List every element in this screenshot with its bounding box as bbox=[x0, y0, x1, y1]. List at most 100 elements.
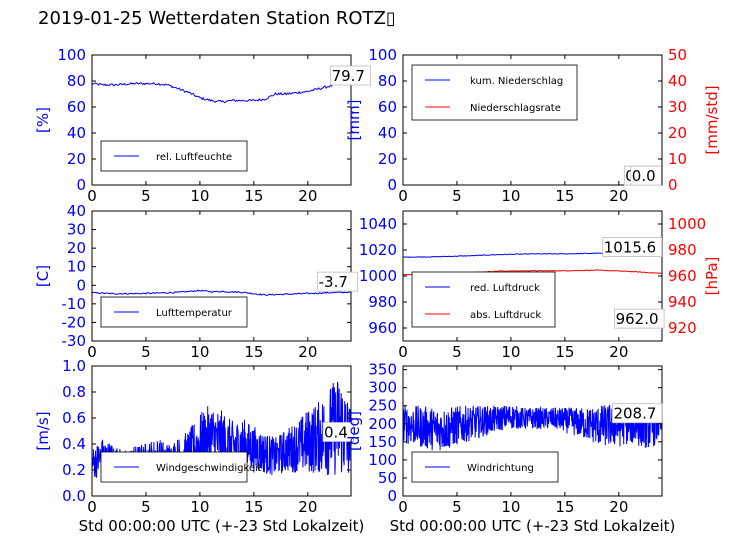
x-tick-label: 10 bbox=[190, 187, 209, 205]
axes-frame bbox=[91, 54, 352, 186]
legend: Lufttemperatur bbox=[100, 296, 248, 328]
y-tick-label: 10 bbox=[67, 258, 86, 276]
series-line-humidity-0 bbox=[92, 80, 351, 104]
y-tick-label: 0 bbox=[387, 487, 397, 505]
legend-label: rel. Luftfeuchte bbox=[156, 152, 232, 163]
y2-tick-label: 960 bbox=[668, 267, 697, 285]
x-tick-label: 0 bbox=[87, 343, 97, 361]
value-label: -3.7 bbox=[319, 273, 348, 291]
x-tick-label: 15 bbox=[244, 498, 263, 516]
x-tick-label: 10 bbox=[190, 343, 209, 361]
x-tick-label: 10 bbox=[501, 343, 520, 361]
y-tick-label: 200 bbox=[368, 415, 397, 433]
legend-label: kum. Niederschlag bbox=[470, 76, 563, 87]
y2-tick-label: 920 bbox=[668, 319, 697, 337]
y-tick-label: 80 bbox=[378, 72, 397, 90]
y-axis-label: [m/s] bbox=[34, 411, 52, 450]
y-tick-label: 960 bbox=[368, 319, 397, 337]
y-axis-label: [%] bbox=[34, 107, 52, 133]
x-tick-label: 0 bbox=[87, 498, 97, 516]
y-tick-label: 0.8 bbox=[62, 383, 86, 401]
x-tick-label: 10 bbox=[501, 498, 520, 516]
x-tick-label: 20 bbox=[609, 343, 628, 361]
y-tick-label: 300 bbox=[368, 379, 397, 397]
legend: Windgeschwindigkeit bbox=[100, 451, 262, 483]
legend: kum. Niederschlag Niederschlagsrate bbox=[411, 64, 578, 121]
axes-frame bbox=[402, 365, 663, 497]
y-tick-label: 40 bbox=[378, 124, 397, 142]
y-tick-label: 60 bbox=[67, 98, 86, 116]
x-tick-label: 0 bbox=[398, 498, 408, 516]
legend-box bbox=[411, 64, 578, 121]
value-label-box bbox=[630, 165, 662, 186]
y-tick-label: 20 bbox=[67, 150, 86, 168]
value-label-box bbox=[330, 65, 371, 86]
y-tick-label: -30 bbox=[62, 332, 87, 350]
value-label: 1015.6 bbox=[604, 239, 657, 257]
x-tick-label: 5 bbox=[141, 343, 151, 361]
y2-tick-label: 940 bbox=[668, 293, 697, 311]
x-tick-label: 20 bbox=[298, 343, 317, 361]
legend-box bbox=[411, 271, 556, 328]
y-tick-label: 0 bbox=[76, 176, 86, 194]
y2-axis-label: [hPa] bbox=[703, 257, 721, 296]
y-tick-label: 1020 bbox=[359, 241, 397, 259]
y-tick-label: 20 bbox=[378, 150, 397, 168]
y-tick-label: 980 bbox=[368, 293, 397, 311]
page-title: 2019-01-25 Wetterdaten Station ROTZ▯ bbox=[38, 8, 396, 29]
y-tick-label: 40 bbox=[67, 124, 86, 142]
y-tick-label: 60 bbox=[378, 98, 397, 116]
x-tick-label: 20 bbox=[609, 187, 628, 205]
legend-label: abs. Luftdruck bbox=[470, 310, 541, 321]
legend-label: Windrichtung bbox=[467, 463, 534, 474]
y-tick-label: 0.0 bbox=[62, 487, 86, 505]
x-tick-label: 15 bbox=[555, 343, 574, 361]
y2-tick-label: 980 bbox=[668, 241, 697, 259]
legend: rel. Luftfeuchte bbox=[100, 140, 248, 172]
x-tick-label: 20 bbox=[609, 498, 628, 516]
panel-pressure: 0 5 10 15 20 960 980 1000 1020 1040 920 940 960 980 10… bbox=[359, 210, 721, 361]
x-tick-label: 15 bbox=[555, 498, 574, 516]
axes-frame bbox=[402, 54, 663, 186]
y-axis-label: [deg] bbox=[345, 411, 363, 451]
legend-label: red. Luftdruck bbox=[470, 283, 540, 294]
legend-label: Niederschlagsrate bbox=[470, 103, 561, 114]
legend: red. Luftdruck abs. Luftdruck bbox=[411, 271, 556, 328]
x-tick-label: 20 bbox=[298, 187, 317, 205]
y2-tick-label: 50 bbox=[668, 46, 687, 64]
y-tick-label: 1.0 bbox=[62, 357, 86, 375]
value-label-box bbox=[612, 403, 663, 424]
value-label: 962.0 bbox=[616, 310, 659, 328]
value-label: 208.7 bbox=[613, 405, 656, 423]
value-label: 0.0 bbox=[632, 167, 656, 185]
panel-temperature: 0 5 10 15 20-30-20-10010203040[C]Lufttempera… bbox=[34, 202, 359, 361]
legend: Windrichtung bbox=[411, 451, 559, 483]
y2-tick-label: 10 bbox=[668, 150, 687, 168]
y-tick-label: 20 bbox=[67, 239, 86, 257]
legend-label: Lufttemperatur bbox=[156, 308, 233, 319]
y2-axis-label: [mm/std] bbox=[703, 85, 721, 154]
value-label-box bbox=[614, 308, 665, 329]
y-tick-label: 0.2 bbox=[62, 461, 86, 479]
value-label-box bbox=[322, 422, 354, 442]
y-tick-label: 0 bbox=[76, 276, 86, 294]
value-label: 0.4 bbox=[324, 424, 348, 442]
y-tick-label: 1000 bbox=[359, 267, 397, 285]
y-tick-label: 0.4 bbox=[62, 435, 86, 453]
y-tick-label: 100 bbox=[368, 46, 397, 64]
x-tick-label: 5 bbox=[452, 498, 462, 516]
x-axis-label: Std 00:00:00 UTC (+-23 Std Lokalzeit) bbox=[79, 517, 365, 535]
x-tick-label: 0 bbox=[398, 343, 408, 361]
y-tick-label: -10 bbox=[62, 295, 87, 313]
panel-windspeed: 0 5 10 15 20 0.0 0.2 0.4 0.6 0.8 1.0 [m/s] Std 00:00… bbox=[34, 357, 364, 535]
y-tick-label: 50 bbox=[378, 469, 397, 487]
y2-tick-label: 40 bbox=[668, 72, 687, 90]
y-axis-label: [C] bbox=[34, 265, 52, 287]
x-tick-label: 10 bbox=[501, 187, 520, 205]
y-axis-label: [mm] bbox=[345, 100, 363, 141]
y-tick-label: 1040 bbox=[359, 215, 397, 233]
y-tick-label: 150 bbox=[368, 433, 397, 451]
x-tick-label: 15 bbox=[244, 343, 263, 361]
y-tick-label: 0.6 bbox=[62, 409, 86, 427]
y-tick-label: 250 bbox=[368, 397, 397, 415]
